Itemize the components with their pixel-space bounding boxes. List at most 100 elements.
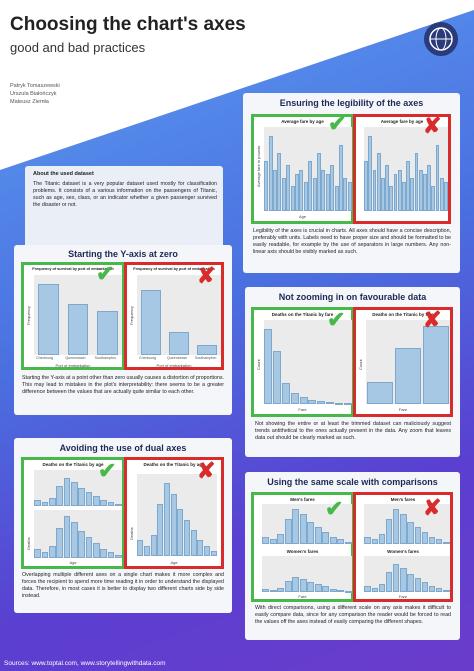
dual-good-chart: Deaths on the Titanic by age Deaths Age — [21, 457, 125, 569]
bar — [277, 153, 282, 211]
plot-area: Cherbourg Queenstown Southampton — [137, 275, 221, 360]
author: Patryk Tomaszewski — [10, 83, 60, 89]
x-axis-label: Fare — [298, 594, 307, 599]
bar — [63, 516, 71, 558]
university-logo — [424, 22, 458, 56]
bar — [282, 382, 290, 404]
zoom-good-chart: Deaths on the Titanic by fare Count Fare — [251, 307, 354, 417]
bar — [38, 283, 59, 355]
plot-area — [264, 127, 352, 211]
bar — [262, 536, 270, 544]
author: Urszula Białończyk — [10, 91, 57, 97]
chart-title: Average fare by age — [281, 119, 324, 124]
bar — [277, 587, 285, 592]
x-axis-label: Fare — [298, 407, 307, 412]
bar — [334, 402, 343, 405]
dataset-info-heading: About the used dataset — [33, 171, 94, 177]
bar — [407, 521, 414, 544]
scale-bad-chart: Men's fares Women's fares Fare — [353, 492, 453, 602]
bar — [364, 536, 371, 544]
bar — [71, 481, 78, 506]
bar — [312, 177, 317, 211]
bar — [400, 567, 407, 592]
y-axis-label: Frequency — [26, 306, 31, 325]
bar — [284, 580, 292, 592]
x-axis-label: Port of embarkation — [55, 363, 91, 368]
tick-label: Southampton — [94, 356, 117, 360]
bar — [299, 169, 304, 211]
bar — [197, 344, 217, 355]
bar — [418, 169, 423, 211]
bar — [378, 534, 386, 544]
bar — [393, 563, 400, 592]
chart-title: Average fare by age — [380, 119, 424, 124]
plot-area: Cherbourg Queenstown Southampton — [34, 275, 122, 360]
legibility-good-chart: Average fare by age Average fare in poun… — [251, 114, 354, 224]
x-axis-label: Fare — [398, 594, 408, 599]
bar — [334, 186, 339, 211]
bar — [330, 165, 335, 211]
plot-area — [262, 556, 352, 593]
plot-area — [264, 320, 352, 406]
legibility-bad-chart: Average fare by age — [353, 114, 451, 224]
y-axis-label: Frequency — [129, 306, 134, 325]
check-icon: ✔ — [328, 111, 347, 136]
bar — [343, 177, 348, 211]
dual-heading: Avoiding the use of dual axes — [59, 443, 187, 453]
chart-title: Women's fares — [286, 549, 319, 554]
bar — [49, 497, 56, 506]
yzero-text: Starting the Y-axis at a point other tha… — [22, 375, 224, 396]
cross-icon: ✘ — [423, 495, 442, 520]
bar — [371, 539, 378, 544]
bar — [307, 521, 315, 544]
bar — [49, 546, 56, 558]
bar — [100, 549, 107, 558]
bar — [93, 543, 100, 558]
plot-area — [34, 510, 122, 558]
bar — [444, 182, 448, 211]
yzero-good-chart: Frequency of survival by port of embarka… — [21, 262, 125, 370]
chart-title: Men's fares — [290, 497, 315, 502]
bar — [78, 531, 85, 558]
check-icon: ✔ — [325, 496, 344, 521]
bar — [389, 186, 394, 211]
bar — [317, 401, 326, 404]
bar — [290, 186, 295, 211]
bar — [421, 531, 429, 544]
bar — [184, 519, 190, 556]
tick-label: Southampton — [195, 356, 217, 360]
scale-good-chart: Men's fares Women's fares Fare — [251, 492, 354, 602]
bar — [307, 582, 315, 592]
bar — [414, 577, 421, 592]
bar — [427, 165, 431, 211]
bar — [431, 186, 436, 211]
dataset-info-box: About the used dataset The Titanic datas… — [25, 166, 223, 254]
bar — [314, 584, 322, 592]
bar — [204, 545, 210, 556]
bar — [344, 541, 352, 544]
legibility-text: Legibility of the axes is crucial in cha… — [253, 228, 451, 256]
bar — [85, 491, 93, 506]
bar — [273, 350, 282, 404]
bar — [364, 161, 368, 211]
tick-label: Queenstown — [65, 356, 86, 360]
bar — [299, 514, 307, 544]
bar — [435, 144, 440, 211]
bar — [423, 325, 449, 404]
bar — [393, 509, 400, 544]
plot-area — [262, 504, 352, 544]
bar — [368, 136, 373, 211]
bar — [100, 499, 107, 506]
bar — [339, 144, 343, 211]
chart-title: Deaths on the Titanic by fare — [372, 312, 434, 317]
bar — [286, 165, 291, 211]
bar — [107, 552, 115, 558]
bar — [406, 161, 410, 211]
x-axis-label: Port of embarkation — [156, 363, 192, 368]
bar — [269, 589, 277, 592]
bar — [164, 483, 170, 556]
bar — [268, 136, 273, 211]
bar — [56, 528, 63, 558]
y-axis-label: Average fare in pounds — [256, 145, 261, 187]
bar — [34, 499, 41, 506]
